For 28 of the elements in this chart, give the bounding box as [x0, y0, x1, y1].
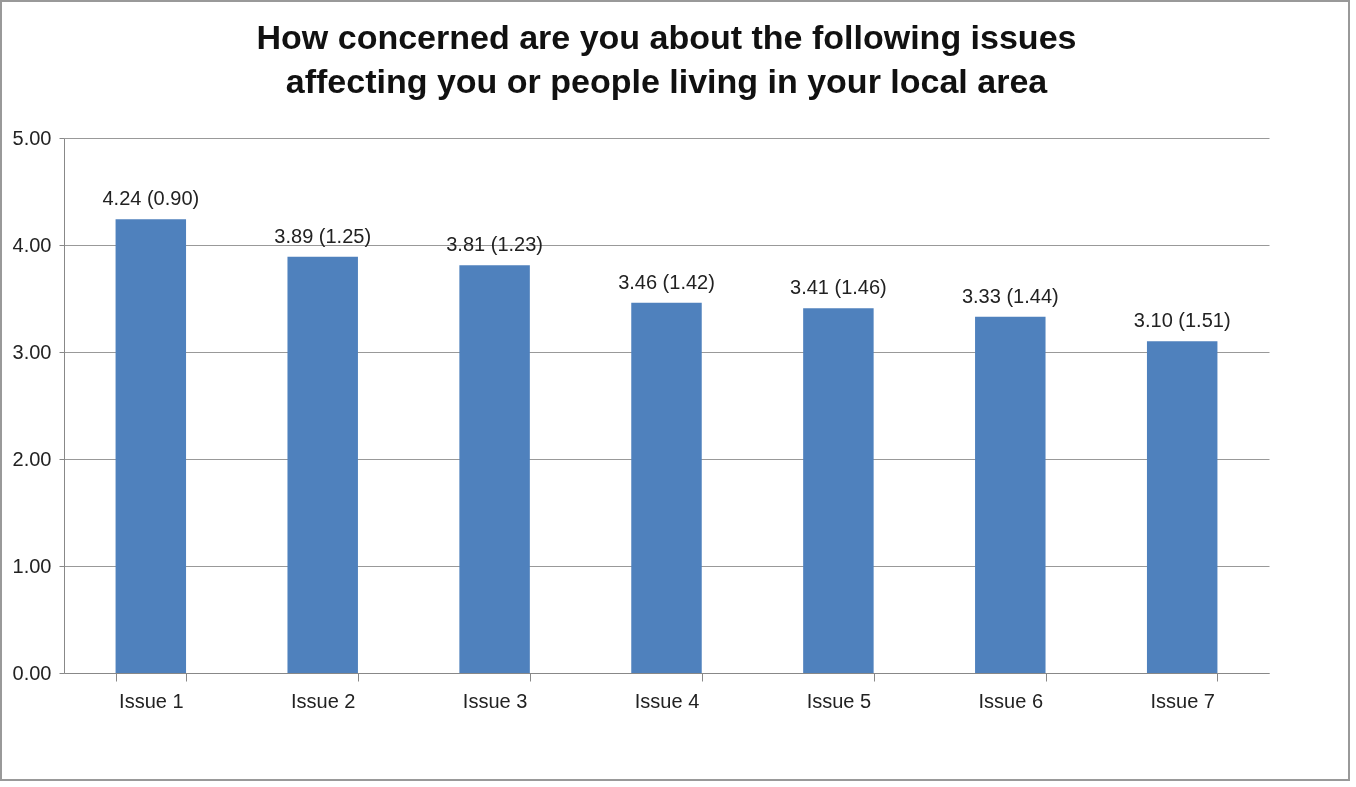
data-label: 4.24 (0.90)	[102, 187, 200, 210]
y-tick-label: 4.00	[12, 233, 52, 256]
bar	[1146, 341, 1218, 673]
data-label: 3.46 (1.42)	[618, 270, 715, 293]
x-tick-label: Issue 3	[462, 689, 528, 712]
x-tick-label: Issue 6	[978, 689, 1044, 712]
x-tick-label: Issue 7	[1150, 689, 1215, 712]
y-tick-label: 1.00	[12, 554, 52, 577]
y-tick-label: 0.00	[12, 661, 52, 684]
x-tick-label: Issue 1	[119, 689, 184, 712]
bar	[803, 308, 874, 673]
bar	[115, 219, 187, 673]
data-label: 3.81 (1.23)	[446, 233, 543, 256]
bar	[287, 256, 358, 673]
x-tick-label: Issue 2	[290, 689, 356, 712]
x-tick-label: Issue 5	[806, 689, 872, 712]
bar	[459, 265, 530, 673]
bar	[975, 316, 1046, 673]
y-tick-label: 2.00	[12, 447, 52, 470]
chart-title: How concerned are you about the following issues affecting you or people living in your local area	[256, 18, 1077, 100]
data-label: 3.10 (1.51)	[1133, 309, 1231, 332]
y-tick-label: 3.00	[12, 340, 52, 363]
y-tick-label: 5.00	[12, 126, 52, 149]
data-label: 3.41 (1.46)	[790, 276, 887, 299]
data-label: 3.89 (1.25)	[274, 224, 372, 247]
bar	[631, 302, 702, 673]
x-tick-label: Issue 4	[634, 689, 700, 712]
data-label: 3.33 (1.44)	[961, 284, 1059, 307]
